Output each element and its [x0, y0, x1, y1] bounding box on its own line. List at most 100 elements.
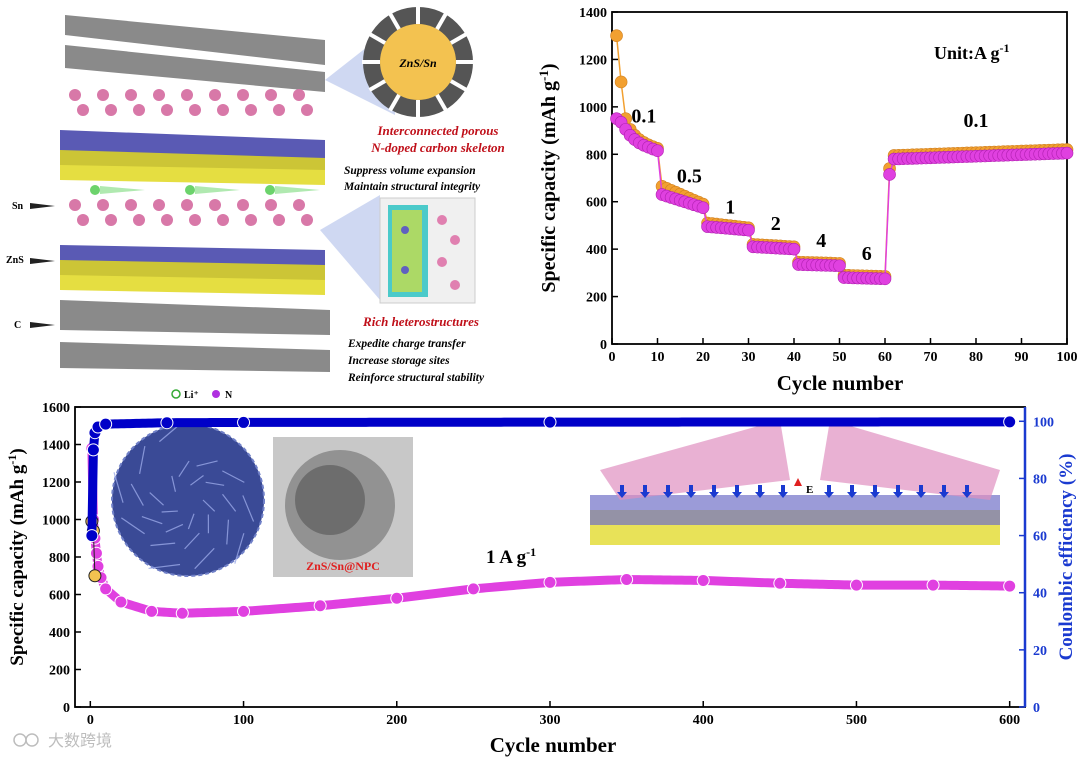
tem-label: ZnS/Sn@NPC — [306, 559, 380, 573]
benefit-volume: Suppress volume expansion — [344, 165, 476, 177]
cycling-point-coulombic-efficiency — [85, 529, 99, 543]
rate-y-tick-label: 1400 — [579, 6, 607, 21]
cycling-y-tick-label: 1000 — [42, 514, 70, 529]
rate-point-discharge — [833, 259, 846, 273]
cycling-y2-tick-label: 100 — [1033, 415, 1054, 430]
cycling-point-coulombic-efficiency — [543, 415, 557, 429]
sem-image — [111, 420, 265, 577]
svg-text:ZnS: ZnS — [6, 255, 24, 266]
cycling-point-capacity — [89, 546, 103, 560]
svg-text:C: C — [14, 320, 21, 331]
atom-label-e: E — [806, 484, 813, 496]
unit-note: Unit:A g-1 — [934, 41, 1010, 63]
cycling-y-tick-label: 200 — [49, 664, 70, 679]
cycling-x-tick-label: 600 — [999, 713, 1020, 728]
cycling-y-tick-label: 1600 — [42, 401, 70, 416]
long-cycling-chart: 0 100 200 300 400 500 600020040060080010001200… — [5, 401, 1077, 757]
benefit-charge-transfer: Expedite charge transfer — [347, 338, 466, 350]
svg-text:N: N — [225, 390, 233, 401]
cycling-point-coulombic-efficiency — [1003, 415, 1017, 429]
rate-x-tick-label: 30 — [742, 350, 756, 365]
cycling-point-capacity — [145, 604, 159, 618]
cycling-point-capacity — [926, 578, 940, 592]
zns-layer-upper — [60, 130, 325, 185]
rate-point-discharge — [883, 168, 896, 181]
red-title-carbon: N-doped carbon skeleton — [370, 140, 505, 155]
ring-label: ZnS/Sn — [398, 56, 437, 70]
svg-text:Sn: Sn — [12, 201, 24, 212]
cycling-point-capacity — [1003, 579, 1017, 593]
side-label-c: C — [14, 320, 55, 331]
cycling-point-capacity — [390, 591, 404, 605]
rate-y-tick-label: 1200 — [579, 53, 607, 68]
cycling-chart-y2label: Coulombic efficiency (%) — [1056, 454, 1077, 661]
rate-point-discharge — [742, 223, 755, 237]
cycling-point-capacity — [114, 595, 128, 609]
rate-point-charge — [610, 29, 623, 43]
svg-text:大数跨境: 大数跨境 — [48, 731, 112, 750]
tem-image: ZnS/Sn@NPC — [273, 437, 413, 577]
rate-label: 2 — [771, 213, 781, 235]
rate-x-tick-label: 20 — [696, 350, 710, 365]
zns-layer-lower — [60, 245, 325, 295]
rate-x-tick-label: 60 — [878, 350, 892, 365]
benefit-stability: Reinforce structural stability — [347, 372, 485, 384]
cycling-y-tick-label: 0 — [63, 701, 70, 716]
n-legend-icon — [212, 390, 220, 398]
schematic-panel: Sn ZnS C ZnS/Sn Interconnected porous N-… — [6, 6, 505, 401]
cycling-point-coulombic-efficiency — [237, 415, 251, 429]
graphene-layer-bottom — [60, 300, 330, 372]
cycling-point-capacity — [237, 604, 251, 618]
rate-point-discharge — [878, 272, 892, 286]
rate-y-tick-label: 600 — [586, 196, 607, 211]
cycling-y-tick-label: 800 — [49, 551, 70, 566]
rate-point-discharge — [696, 201, 710, 214]
cycling-point-capacity — [773, 576, 787, 590]
rate-x-tick-label: 50 — [833, 350, 847, 365]
cycling-x-tick-label: 0 — [87, 713, 94, 728]
rate-y-tick-label: 200 — [586, 291, 607, 306]
zoom-cone-heterostructure — [320, 195, 380, 300]
watermark: 大数跨境 — [13, 731, 112, 750]
svg-text:Li⁺: Li⁺ — [184, 390, 199, 401]
cycling-y2-tick-label: 20 — [1033, 644, 1047, 659]
cycling-point-capacity — [849, 578, 863, 592]
benefit-integrity: Maintain structural integrity — [343, 181, 481, 193]
li-ion-markers — [90, 185, 320, 195]
heterostructure-density-map — [379, 197, 476, 304]
rate-label: 0.1 — [631, 105, 656, 127]
cycling-point-coulombic-efficiency — [86, 443, 100, 457]
rate-x-tick-label: 90 — [1015, 350, 1029, 365]
cycling-point-capacity — [99, 582, 113, 596]
cycling-x-tick-label: 400 — [693, 713, 714, 728]
cycling-y-tick-label: 1400 — [42, 439, 70, 454]
rate-x-tick-label: 40 — [787, 350, 801, 365]
rate-y-tick-label: 1000 — [579, 101, 607, 116]
cycling-x-tick-label: 500 — [846, 713, 867, 728]
cycling-y-tick-label: 600 — [49, 589, 70, 604]
red-title-heterostructures: Rich heterostructures — [362, 314, 479, 329]
cycling-y-tick-label: 1200 — [42, 476, 70, 491]
cycling-chart-xlabel: Cycle number — [490, 733, 617, 757]
rate-point-charge — [614, 75, 628, 89]
rate-label: 0.1 — [964, 110, 989, 132]
cycling-point-coulombic-efficiency — [160, 416, 174, 430]
cycling-point-capacity — [313, 599, 327, 613]
rate-x-tick-label: 100 — [1057, 350, 1078, 365]
rate-label: 1 — [725, 197, 735, 219]
rate-x-tick-label: 70 — [924, 350, 938, 365]
cycling-chart-ylabel: Specific capacity (mAh g-1) — [5, 448, 28, 665]
cycling-y2-tick-label: 80 — [1033, 472, 1047, 487]
cycling-y2-tick-label: 40 — [1033, 587, 1047, 602]
rate-point-discharge — [1060, 146, 1074, 160]
schematic-legend: Li⁺ N — [171, 389, 233, 401]
rate-y-tick-label: 0 — [600, 338, 607, 353]
cycling-y-tick-label: 400 — [49, 626, 70, 641]
cycling-y2-tick-label: 60 — [1033, 530, 1047, 545]
rate-x-tick-label: 10 — [651, 350, 665, 365]
cycling-point-capacity — [620, 573, 634, 586]
red-title-porous: Interconnected porous — [377, 123, 499, 138]
cycling-point-capacity — [696, 573, 710, 587]
sn-atom-rows — [69, 89, 313, 226]
